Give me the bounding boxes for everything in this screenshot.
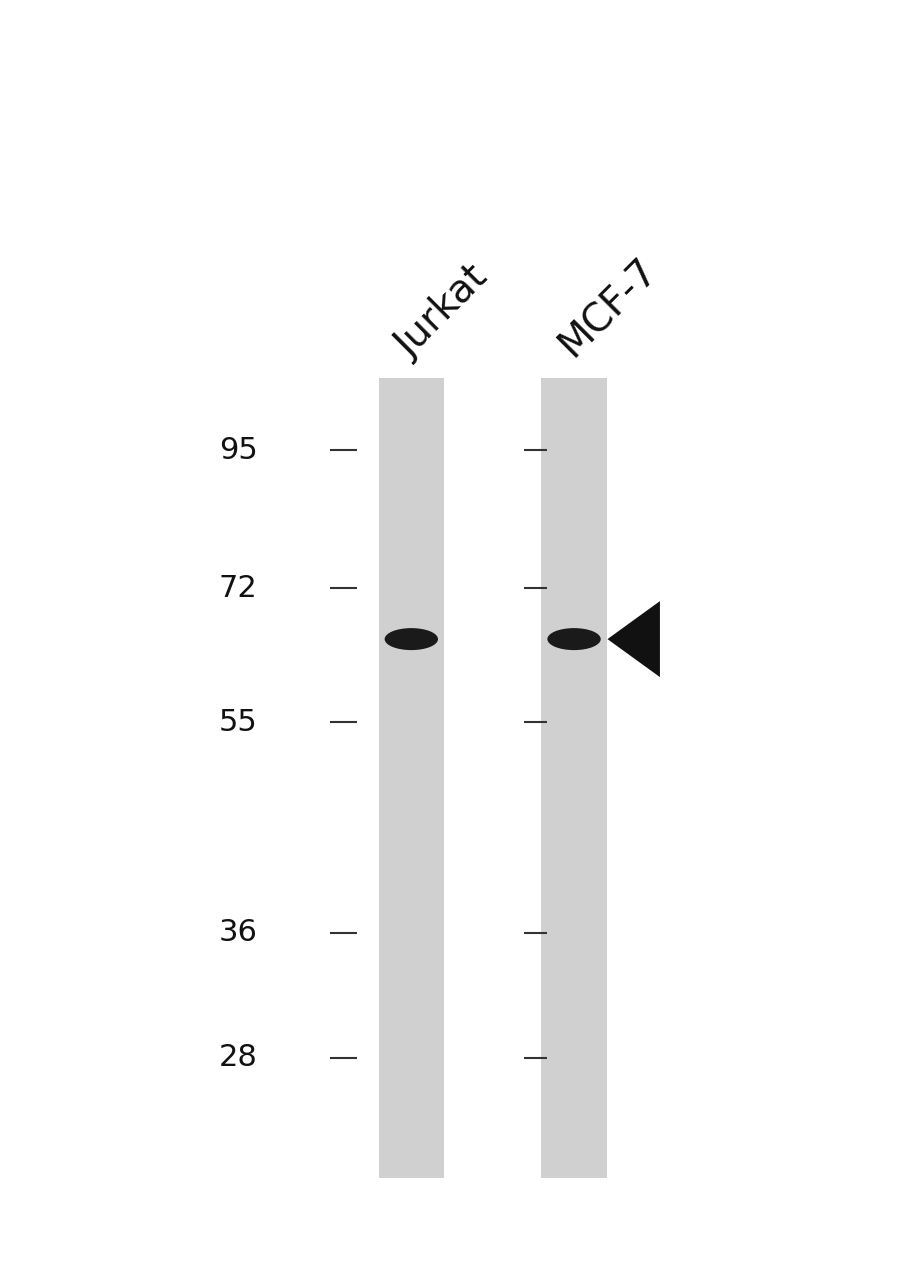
Text: 36: 36	[219, 918, 257, 947]
Bar	[541, 378, 606, 1178]
Text: MCF-7: MCF-7	[551, 252, 664, 365]
Polygon shape	[607, 602, 659, 677]
Bar	[378, 378, 443, 1178]
Text: 95: 95	[219, 436, 257, 465]
Text: 72: 72	[219, 573, 257, 603]
Text: 55: 55	[219, 708, 257, 737]
Text: Jurkat: Jurkat	[388, 259, 495, 365]
Ellipse shape	[546, 628, 600, 650]
Ellipse shape	[384, 628, 438, 650]
Text: 28: 28	[219, 1043, 257, 1073]
